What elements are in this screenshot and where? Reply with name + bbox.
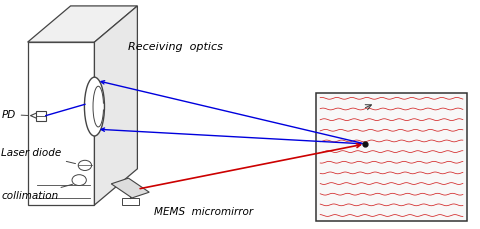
Text: Receiving  optics: Receiving optics bbox=[128, 42, 223, 52]
Polygon shape bbox=[111, 178, 149, 198]
Bar bbox=[36, 111, 46, 121]
Bar bbox=[121, 198, 139, 205]
Ellipse shape bbox=[72, 175, 86, 185]
Text: PD: PD bbox=[1, 109, 28, 120]
Ellipse shape bbox=[78, 160, 92, 170]
Text: MEMS  micromirror: MEMS micromirror bbox=[154, 207, 253, 217]
Polygon shape bbox=[28, 42, 95, 205]
Ellipse shape bbox=[84, 77, 105, 136]
Text: collimation: collimation bbox=[1, 184, 72, 201]
Bar bbox=[316, 93, 467, 221]
Polygon shape bbox=[28, 6, 137, 42]
Polygon shape bbox=[95, 6, 137, 205]
Text: Laser diode: Laser diode bbox=[1, 148, 75, 164]
